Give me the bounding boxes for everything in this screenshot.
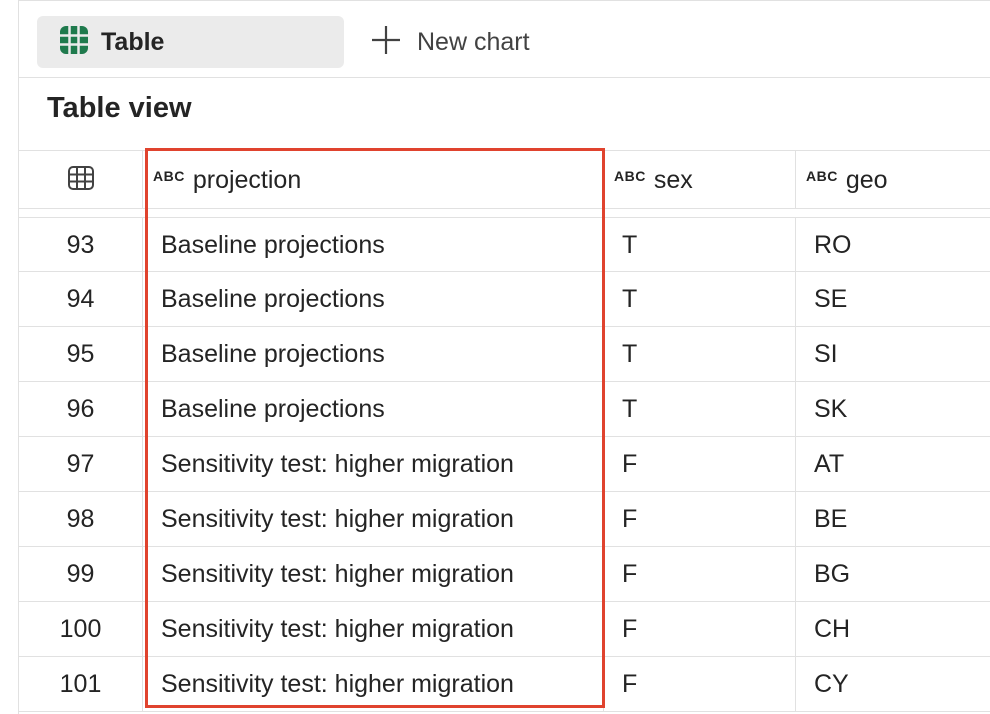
cell-geo[interactable]: SE	[814, 284, 848, 313]
data-table: ABC projection ABC sex ABC geo 93 Baselin…	[19, 150, 990, 714]
cell-index: 93	[19, 218, 143, 272]
cell-sex[interactable]: T	[604, 218, 796, 272]
header-geo-label: geo	[845, 165, 888, 194]
grid-icon	[67, 165, 95, 196]
table-row[interactable]: 94 Baseline projections T SE	[19, 272, 990, 327]
cell-projection[interactable]: Sensitivity test: higher migration	[143, 657, 604, 711]
text-type-icon: ABC	[153, 168, 185, 184]
text-type-icon: ABC	[614, 168, 646, 184]
cell-projection[interactable]: Sensitivity test: higher migration	[143, 492, 604, 546]
cell-index: 95	[19, 327, 143, 381]
table-row[interactable]: 99 Sensitivity test: higher migration F BG	[19, 547, 990, 602]
cell-sex[interactable]: F	[604, 657, 796, 711]
header-sex[interactable]: ABC sex	[604, 151, 796, 209]
table-row[interactable]: 100 Sensitivity test: higher migration F CH	[19, 602, 990, 657]
toolbar: Table New chart	[19, 0, 990, 78]
cell-geo[interactable]: BG	[814, 559, 851, 588]
cell-geo[interactable]: AT	[814, 449, 845, 478]
header-projection[interactable]: ABC projection	[143, 151, 604, 209]
cell-sex[interactable]: F	[604, 437, 796, 491]
table-row[interactable]: 95 Baseline projections T SI	[19, 327, 990, 382]
tab-table[interactable]: Table	[37, 16, 344, 68]
tab-table-label: Table	[101, 27, 165, 56]
header-geo[interactable]: ABC geo	[796, 151, 990, 209]
plus-icon	[369, 23, 403, 62]
table-body: 93 Baseline projections T RO 94 Baseline pro…	[19, 217, 990, 712]
cell-sex[interactable]: F	[604, 602, 796, 656]
cell-projection[interactable]: Baseline projections	[143, 218, 604, 272]
header-index[interactable]	[19, 151, 143, 209]
cell-index: 94	[19, 272, 143, 326]
cell-index: 96	[19, 382, 143, 436]
table-view-panel: Table New chart Table view	[18, 0, 990, 714]
table-row[interactable]: 97 Sensitivity test: higher migration F AT	[19, 437, 990, 492]
header-projection-label: projection	[192, 165, 302, 194]
cell-geo[interactable]: BE	[814, 504, 848, 533]
cell-geo[interactable]: CH	[814, 614, 851, 643]
cell-sex[interactable]: T	[604, 272, 796, 326]
cell-index: 99	[19, 547, 143, 601]
cell-projection[interactable]: Baseline projections	[143, 327, 604, 381]
cell-index: 100	[19, 602, 143, 656]
cell-projection[interactable]: Sensitivity test: higher migration	[143, 602, 604, 656]
cell-geo[interactable]: SI	[814, 339, 838, 368]
cell-sex[interactable]: T	[604, 327, 796, 381]
table-row[interactable]: 98 Sensitivity test: higher migration F BE	[19, 492, 990, 547]
text-type-icon: ABC	[806, 168, 838, 184]
cell-sex[interactable]: T	[604, 382, 796, 436]
cell-projection[interactable]: Sensitivity test: higher migration	[143, 547, 604, 601]
cell-projection[interactable]: Baseline projections	[143, 382, 604, 436]
cell-sex[interactable]: F	[604, 492, 796, 546]
page-title: Table view	[47, 92, 192, 124]
table-header-row: ABC projection ABC sex ABC geo	[19, 151, 990, 209]
cell-projection[interactable]: Baseline projections	[143, 272, 604, 326]
table-row[interactable]: 101 Sensitivity test: higher migration F CY	[19, 657, 990, 712]
cell-geo[interactable]: CY	[814, 669, 849, 698]
new-chart-button[interactable]: New chart	[369, 16, 530, 68]
cell-geo[interactable]: SK	[814, 394, 848, 423]
cell-geo[interactable]: RO	[814, 230, 852, 259]
header-sex-label: sex	[653, 165, 693, 194]
cell-index: 97	[19, 437, 143, 491]
cell-index: 98	[19, 492, 143, 546]
new-chart-label: New chart	[417, 27, 530, 56]
cell-index: 101	[19, 657, 143, 711]
cell-sex[interactable]: F	[604, 547, 796, 601]
table-row[interactable]: 93 Baseline projections T RO	[19, 217, 990, 272]
table-icon	[59, 25, 89, 60]
table-row[interactable]: 96 Baseline projections T SK	[19, 382, 990, 437]
cell-projection[interactable]: Sensitivity test: higher migration	[143, 437, 604, 491]
